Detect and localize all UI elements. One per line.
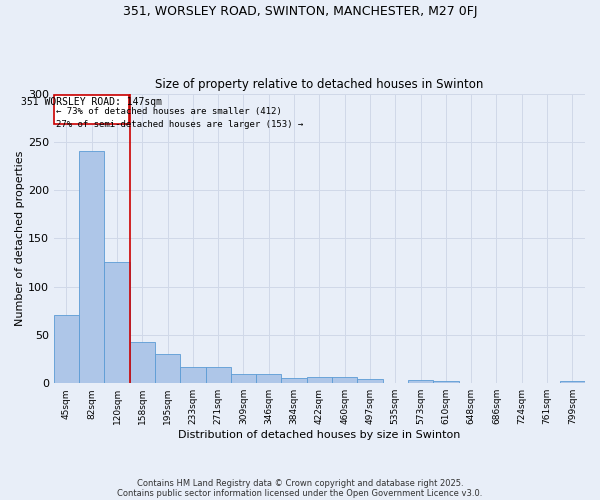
- Bar: [332, 378, 358, 383]
- Text: 351 WORSLEY ROAD: 147sqm: 351 WORSLEY ROAD: 147sqm: [21, 98, 162, 108]
- Bar: [256, 374, 281, 383]
- Bar: [560, 382, 585, 383]
- Text: 351, WORSLEY ROAD, SWINTON, MANCHESTER, M27 0FJ: 351, WORSLEY ROAD, SWINTON, MANCHESTER, …: [123, 5, 477, 18]
- Bar: [433, 382, 458, 383]
- X-axis label: Distribution of detached houses by size in Swinton: Distribution of detached houses by size …: [178, 430, 461, 440]
- Text: ← 73% of detached houses are smaller (412): ← 73% of detached houses are smaller (41…: [56, 107, 282, 116]
- Bar: [408, 380, 433, 383]
- FancyBboxPatch shape: [54, 94, 129, 124]
- Bar: [281, 378, 307, 383]
- Bar: [358, 380, 383, 383]
- Text: Contains HM Land Registry data © Crown copyright and database right 2025.: Contains HM Land Registry data © Crown c…: [137, 478, 463, 488]
- Bar: [104, 262, 130, 383]
- Bar: [155, 354, 180, 383]
- Bar: [79, 152, 104, 383]
- Bar: [180, 367, 206, 383]
- Y-axis label: Number of detached properties: Number of detached properties: [15, 150, 25, 326]
- Title: Size of property relative to detached houses in Swinton: Size of property relative to detached ho…: [155, 78, 484, 91]
- Bar: [307, 378, 332, 383]
- Bar: [54, 314, 79, 383]
- Bar: [206, 367, 231, 383]
- Bar: [130, 342, 155, 383]
- Text: Contains public sector information licensed under the Open Government Licence v3: Contains public sector information licen…: [118, 488, 482, 498]
- Bar: [231, 374, 256, 383]
- Text: 27% of semi-detached houses are larger (153) →: 27% of semi-detached houses are larger (…: [56, 120, 304, 128]
